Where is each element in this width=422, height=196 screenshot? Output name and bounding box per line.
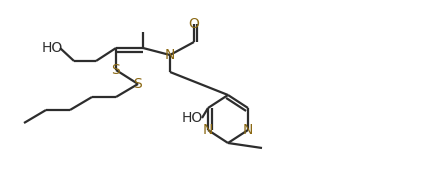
Text: N: N xyxy=(165,48,175,62)
Text: N: N xyxy=(203,123,213,137)
Text: HO: HO xyxy=(41,41,62,55)
Text: O: O xyxy=(189,17,200,31)
Text: S: S xyxy=(134,77,142,91)
Text: HO: HO xyxy=(181,111,203,125)
Text: S: S xyxy=(112,63,120,77)
Text: N: N xyxy=(243,123,253,137)
